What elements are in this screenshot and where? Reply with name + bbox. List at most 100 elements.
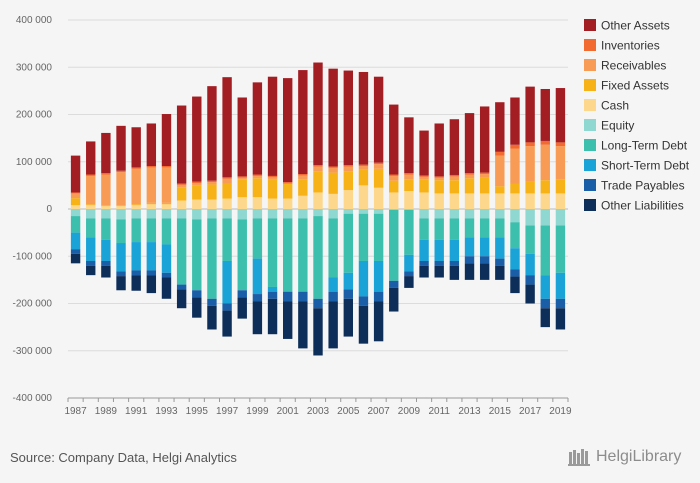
bar-segment-long-term-debt	[252, 218, 263, 259]
bar-segment-cash	[222, 198, 232, 209]
bar-segment-other-assets	[101, 132, 111, 174]
bar-segment-long-term-debt	[207, 218, 217, 299]
bar-segment-equity	[419, 209, 429, 219]
bar-segment-inventories	[252, 174, 263, 176]
bar-segment-long-term-debt	[419, 218, 429, 240]
bar-segment-receivables	[419, 176, 429, 180]
bar-segment-equity	[237, 209, 247, 220]
y-tick-label: -400 000	[13, 393, 53, 404]
legend-swatch	[584, 99, 596, 111]
bar-segment-short-term-debt	[358, 260, 369, 297]
bar-segment-fixed-assets	[449, 180, 460, 194]
bar-segment-other-assets	[116, 125, 126, 171]
bar-segment-equity	[298, 209, 308, 219]
bar-segment-fixed-assets	[146, 202, 157, 205]
bar-segment-fixed-assets	[313, 171, 323, 193]
legend-label: Short-Term Debt	[601, 159, 690, 173]
bar-segment-fixed-assets	[510, 183, 520, 194]
bar-segment-other-liabilities	[176, 289, 187, 309]
bar-segment-cash	[358, 185, 369, 209]
legend-label: Equity	[601, 119, 634, 133]
x-tick-label: 1991	[125, 406, 148, 417]
bar-segment-other-assets	[419, 130, 429, 176]
bar-segment-other-liabilities	[343, 298, 353, 337]
bar-segment-trade-payables	[283, 291, 293, 302]
bar-segment-trade-payables	[298, 291, 308, 302]
bar-segment-inventories	[298, 174, 308, 176]
bar-segment-short-term-debt	[116, 243, 126, 272]
bar-segment-cash	[176, 200, 187, 209]
bar-segment-inventories	[479, 172, 490, 175]
bar-segment-other-liabilities	[389, 287, 399, 312]
bar-segment-equity	[495, 209, 505, 219]
bar-segment-equity	[328, 209, 338, 219]
bar-segment-equity	[116, 209, 126, 220]
y-tick-label: 400 000	[16, 15, 53, 26]
bar-segment-other-assets	[389, 104, 399, 175]
bar-segment-fixed-assets	[419, 179, 429, 193]
bar-segment-fixed-assets	[131, 204, 141, 206]
bar-segment-receivables	[434, 177, 444, 181]
legend-label: Trade Payables	[601, 179, 685, 193]
bar-segment-other-liabilities	[373, 301, 384, 342]
x-tick-label: 2001	[277, 406, 300, 417]
bar-segment-inventories	[207, 180, 217, 183]
bar-segment-short-term-debt	[131, 242, 141, 271]
bar-segment-fixed-assets	[192, 185, 202, 200]
bar-segment-other-assets	[449, 119, 460, 175]
bar-segment-equity	[555, 209, 566, 226]
bar-segment-long-term-debt	[495, 218, 505, 238]
bar-segment-cash	[328, 193, 338, 209]
bar-segment-other-assets	[207, 86, 217, 181]
bar-segment-trade-payables	[313, 298, 323, 309]
bar-segment-cash	[192, 199, 202, 209]
bar-segment-equity	[404, 209, 414, 210]
bar-segment-other-liabilities	[267, 298, 278, 335]
bar-segment-long-term-debt	[389, 209, 399, 281]
bar-segment-other-assets	[86, 141, 96, 175]
bar-segment-short-term-debt	[464, 237, 475, 257]
y-axis: 400 000 300 000 200 000 100 000 0 -100 000 -20…	[13, 15, 53, 404]
x-tick-label: 1993	[155, 406, 178, 417]
bar-segment-other-liabilities	[479, 263, 490, 280]
bar-segment-long-term-debt	[358, 213, 369, 261]
bar-segment-short-term-debt	[222, 260, 232, 304]
bar-segment-receivables	[358, 166, 369, 170]
bar-segment-inventories	[449, 174, 460, 177]
bar-segment-short-term-debt	[373, 260, 384, 292]
bar-segment-receivables	[70, 193, 81, 199]
bar-segment-inventories	[434, 176, 444, 178]
bar-segment-short-term-debt	[252, 258, 263, 295]
bar-segment-fixed-assets	[540, 180, 550, 194]
bar-segment-other-liabilities	[252, 301, 263, 335]
bar-segment-trade-payables	[540, 298, 550, 309]
bar-segment-inventories	[70, 192, 81, 194]
bar-segment-long-term-debt	[192, 219, 202, 291]
bar-segment-trade-payables	[70, 249, 81, 254]
bar-segment-receivables	[146, 167, 157, 203]
bar-segment-cash	[70, 205, 81, 209]
bar-segment-other-liabilities	[419, 265, 429, 278]
y-tick-label: 200 000	[16, 110, 53, 121]
bar-segment-long-term-debt	[298, 218, 308, 292]
bar-segment-other-liabilities	[283, 301, 293, 339]
bar-segment-other-assets	[70, 155, 81, 193]
bar-segment-cash	[86, 205, 96, 209]
bar-segment-short-term-debt	[101, 239, 111, 261]
bar-segment-short-term-debt	[419, 239, 429, 261]
bar-segment-long-term-debt	[479, 218, 490, 238]
legend-swatch	[584, 39, 596, 51]
bar-segment-equity	[252, 209, 263, 219]
bar-segment-equity	[192, 209, 202, 220]
bar-segment-cash	[298, 195, 308, 209]
bar-segment-fixed-assets	[298, 179, 308, 196]
bar-segment-other-assets	[176, 105, 187, 184]
x-tick-label: 2013	[458, 406, 481, 417]
bar-segment-fixed-assets	[555, 179, 566, 194]
bar-segment-cash	[373, 187, 384, 209]
x-tick-label: 1995	[186, 406, 209, 417]
bar-segment-inventories	[283, 182, 293, 184]
bar-segment-short-term-debt	[525, 253, 535, 276]
bar-segment-cash	[131, 205, 141, 209]
bar-segment-fixed-assets	[267, 179, 278, 199]
